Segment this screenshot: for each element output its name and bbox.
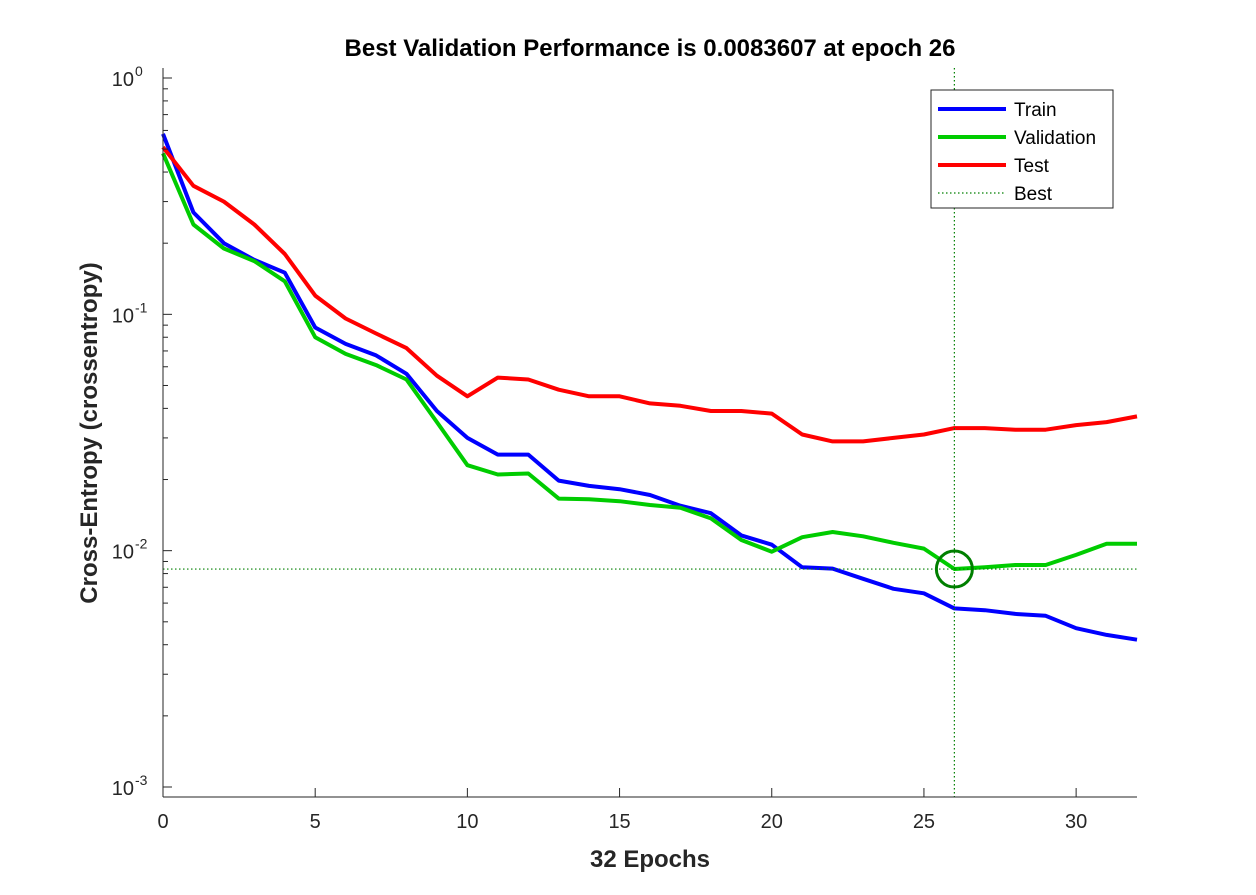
best-point-marker <box>934 549 974 589</box>
y-tick-exponent: -3 <box>135 772 148 788</box>
legend: Train Validation Test Best <box>930 89 1114 209</box>
x-tick-label: 15 <box>608 811 630 833</box>
y-tick-exponent: -1 <box>135 299 148 315</box>
y-tick-exponent: -2 <box>135 536 148 552</box>
series-layer <box>161 133 1138 642</box>
legend-label-best: Best <box>1014 184 1053 205</box>
y-tick-label: 10 <box>112 542 134 564</box>
y-tick-exponent: 0 <box>135 63 143 79</box>
y-tick-label: 10 <box>112 69 134 91</box>
series-line-validation <box>161 152 1137 571</box>
legend-label-validation: Validation <box>1014 128 1096 149</box>
x-tick-label: 25 <box>913 811 935 833</box>
series-line-train <box>161 133 1138 642</box>
legend-label-train: Train <box>1014 100 1057 121</box>
legend-label-test: Test <box>1014 156 1050 177</box>
y-tick-label: 10 <box>112 778 134 800</box>
x-tick-label: 30 <box>1065 811 1087 833</box>
y-axis-label: Cross-Entropy (crossentropy) <box>76 262 103 603</box>
series-line-test <box>161 145 1138 444</box>
x-tick-label: 10 <box>456 811 478 833</box>
x-axis-label: 32 Epochs <box>590 846 710 873</box>
chart-title: Best Validation Performance is 0.0083607… <box>345 35 956 62</box>
x-tick-label: 20 <box>761 811 783 833</box>
y-tick-label: 10 <box>112 305 134 327</box>
x-tick-label: 5 <box>310 811 321 833</box>
x-tick-label: 0 <box>157 811 168 833</box>
